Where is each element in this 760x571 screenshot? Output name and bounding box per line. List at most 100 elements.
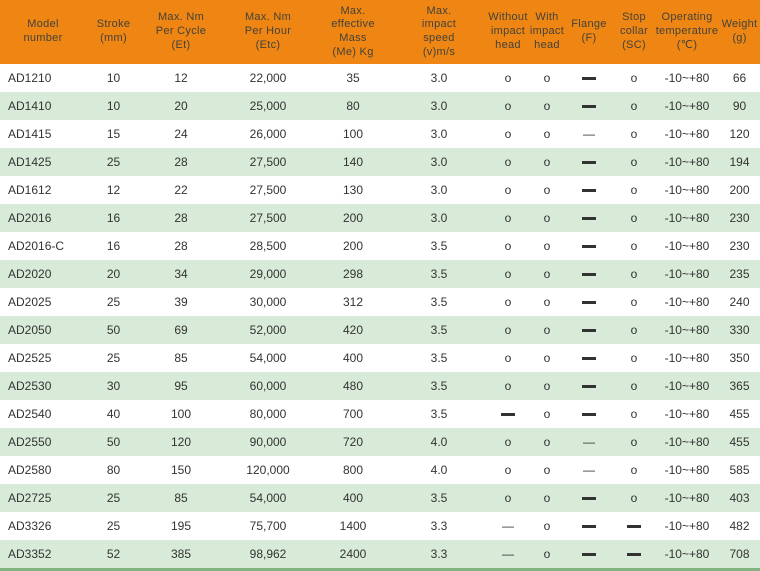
cell-max-impact-speed: 3.5 [430,323,448,337]
cell-stroke-mm: 10 [106,71,121,85]
cell-max-impact-speed: 3.0 [430,155,448,169]
cell-stop-collar: o [630,295,638,309]
cell-max-impact-speed: 3.5 [430,351,448,365]
col-header-without-impact-head: Without impact head [487,0,529,64]
cell-max-effective-mass: 100 [342,127,364,141]
cell-without-impact-head: o [504,99,512,113]
cell-without-impact-head: o [504,127,512,141]
cell-with-impact-head: o [543,127,551,141]
table-row: AD1612 12 22 27,500 130 3.0 o o o -10~+80 200 [0,176,760,204]
cell-stop-collar: o [630,239,638,253]
cell-stop-collar: o [630,211,638,225]
cell-weight: 708 [729,547,750,561]
table-row: AD1410 10 20 25,000 80 3.0 o o o -10~+80 90 [0,92,760,120]
cell-stop-collar: o [630,99,638,113]
cell-max-effective-mass: 480 [342,379,364,393]
cell-stroke-mm: 25 [106,519,121,533]
cell-max-nm-per-hour: 52,000 [249,323,287,337]
cell-operating-temperature: -10~+80 [664,463,710,477]
cell-stroke-mm: 25 [106,295,121,309]
col-header-model-number: Model number [0,0,86,64]
cell-flange [565,372,613,400]
cell-operating-temperature: -10~+80 [664,519,710,533]
cell-max-nm-per-cycle: 85 [174,491,188,505]
cell-max-impact-speed: 3.5 [430,239,448,253]
cell-max-effective-mass: 200 [342,211,364,225]
cell-stop-collar: o [630,267,638,281]
heavy-dash-icon [582,301,596,305]
heavy-dash-icon [582,77,596,81]
cell-max-nm-per-hour: 22,000 [249,71,287,85]
cell-max-effective-mass: 35 [346,71,360,85]
cell-with-impact-head: o [543,71,551,85]
table-row: AD2580 80 150 120,000 800 4.0 o o — o -10~+80 585 [0,456,760,484]
cell-flange [565,512,613,540]
col-header-max-nm-per-hour: Max. Nm Per Hour (Etc) [221,0,315,64]
cell-model: AD2020 [8,267,52,281]
cell-max-impact-speed: 3.3 [430,519,448,533]
col-header-flange: Flange (F) [565,0,613,64]
cell-max-effective-mass: 700 [342,407,364,421]
cell-with-impact-head: o [543,519,551,533]
cell-with-impact-head: o [543,351,551,365]
cell-with-impact-head: o [543,435,551,449]
cell-without-impact-head: o [504,491,512,505]
table-row: AD2050 50 69 52,000 420 3.5 o o o -10~+80 330 [0,316,760,344]
cell-flange [565,316,613,344]
cell-without-impact-head: o [504,379,512,393]
cell-flange [565,484,613,512]
cell-stroke-mm: 40 [106,407,121,421]
cell-weight: 455 [729,407,750,421]
cell-flange [565,204,613,232]
cell-without-impact-head: — [502,519,514,533]
heavy-dash-icon [582,329,596,333]
heavy-dash-icon [582,357,596,361]
cell-weight: 66 [732,71,747,85]
cell-stop-collar: o [630,155,638,169]
cell-max-nm-per-hour: 25,000 [249,99,287,113]
cell-max-impact-speed: 3.0 [430,99,448,113]
cell-flange [565,176,613,204]
cell-with-impact-head: o [543,239,551,253]
cell-operating-temperature: -10~+80 [664,547,710,561]
cell-max-nm-per-cycle: 39 [174,295,188,309]
cell-with-impact-head: o [543,267,551,281]
cell-operating-temperature: -10~+80 [664,71,710,85]
cell-stroke-mm: 30 [106,379,121,393]
cell-weight: 200 [729,183,750,197]
table-row: AD2020 20 34 29,000 298 3.5 o o o -10~+80 235 [0,260,760,288]
table-row: AD2025 25 39 30,000 312 3.5 o o o -10~+80 240 [0,288,760,316]
cell-stop-collar: o [630,323,638,337]
cell-stroke-mm: 12 [106,183,121,197]
cell-max-nm-per-hour: 60,000 [249,379,287,393]
heavy-dash-icon [582,245,596,249]
cell-with-impact-head: o [543,155,551,169]
table-row: AD3352 52 385 98,962 2400 3.3 — o -10~+80 708 [0,540,760,570]
cell-model: AD1210 [8,71,52,85]
cell-stroke-mm: 25 [106,155,121,169]
cell-flange [565,260,613,288]
table-header-row: Model number Stroke (mm) Max. Nm Per Cyc… [0,0,760,64]
cell-operating-temperature: -10~+80 [664,435,710,449]
cell-max-impact-speed: 3.0 [430,127,448,141]
col-header-stop-collar: Stop collar (SC) [613,0,655,64]
cell-max-impact-speed: 4.0 [430,435,448,449]
cell-max-effective-mass: 80 [346,99,360,113]
cell-max-effective-mass: 200 [342,239,364,253]
heavy-dash-icon [582,553,596,557]
cell-model: AD2025 [8,295,52,309]
cell-stop-collar: o [630,71,638,85]
cell-flange [565,540,613,570]
cell-with-impact-head: o [543,295,551,309]
cell-with-impact-head: o [543,379,551,393]
cell-model: AD2580 [8,463,52,477]
heavy-dash-icon [582,161,596,165]
cell-max-effective-mass: 400 [342,491,364,505]
cell-stroke-mm: 16 [106,239,121,253]
cell-without-impact-head: o [504,267,512,281]
cell-without-impact-head: o [504,295,512,309]
cell-flange [565,92,613,120]
table-row: AD1210 10 12 22,000 35 3.0 o o o -10~+80 66 [0,64,760,92]
cell-weight: 194 [729,155,750,169]
cell-weight: 235 [729,267,750,281]
